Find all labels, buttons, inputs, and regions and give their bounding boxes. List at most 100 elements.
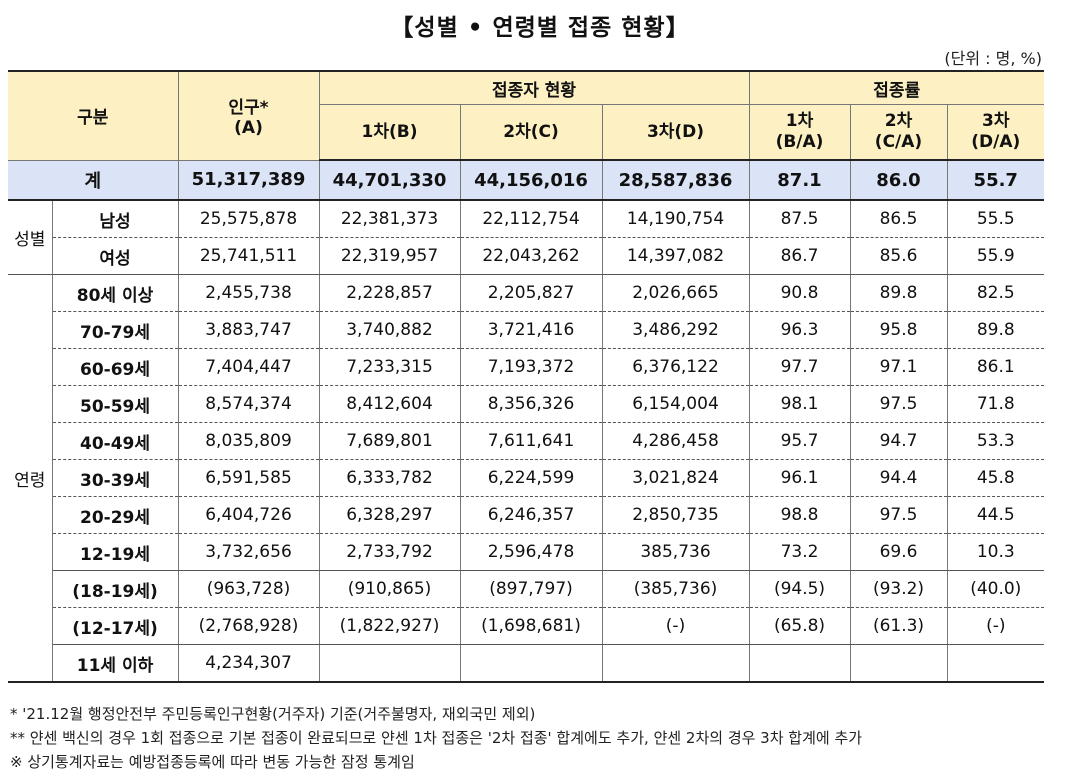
table-row: 성별 남성 25,575,878 22,381,373 22,112,754 1…	[8, 200, 1045, 275]
table-cell: 98.1	[748, 385, 851, 423]
table-row: 12-19세 3,732,656 2,733,792 2,596,478 385…	[8, 533, 1045, 571]
footnote: ※ 상기통계자료는 예방접종등록에 따라 변동 가능한 잠정 통계임	[10, 753, 415, 771]
header-rate3-label: 3차	[982, 111, 1010, 131]
table-cell: 97.5	[849, 496, 948, 534]
table-cell: 2,850,735	[601, 496, 750, 534]
header-rate3: 3차 (D/A)	[946, 104, 1045, 161]
header-rate1-sub: (B/A)	[775, 132, 824, 152]
table-cell: 53.3	[946, 422, 1045, 460]
table-cell: (1,822,927)	[318, 607, 461, 645]
table-cell: 55.9	[946, 237, 1045, 275]
table-cell	[459, 644, 603, 683]
header-dose1: 1차(B)	[318, 104, 461, 161]
table-cell: (1,698,681)	[459, 607, 603, 645]
header-rate-group: 접종률	[748, 70, 1045, 105]
table-cell: 6,154,004	[601, 385, 750, 423]
table-cell: 97.5	[849, 385, 948, 423]
group-label-age: 연령	[8, 274, 53, 683]
table-cell	[601, 644, 750, 683]
table-cell: 6,376,122	[601, 348, 750, 386]
table-cell: 3,732,656	[177, 533, 320, 571]
header-population: 인구* (A)	[177, 70, 320, 161]
table-cell: 7,193,372	[459, 348, 603, 386]
table-cell: 73.2	[748, 533, 851, 571]
group-label-gender: 성별	[8, 200, 53, 275]
table-cell: 3,883,747	[177, 311, 320, 349]
table-cell: 22,381,373	[318, 200, 461, 238]
table-cell: (65.8)	[748, 607, 851, 645]
table-cell: 6,591,585	[177, 459, 320, 497]
row-label: 40-49세	[51, 422, 179, 460]
table-row: 연령 80세 이상 2,455,738 2,228,857 2,205,827 …	[8, 274, 1045, 683]
table-cell: (-)	[946, 607, 1045, 645]
total-cell: 86.0	[849, 160, 948, 201]
header-dose3: 3차(D)	[601, 104, 750, 161]
table-cell: (40.0)	[946, 570, 1045, 608]
table-cell: 96.3	[748, 311, 851, 349]
table-cell: 3,721,416	[459, 311, 603, 349]
table-cell	[748, 644, 851, 683]
table-cell: 22,112,754	[459, 200, 603, 238]
table-cell: 94.7	[849, 422, 948, 460]
table-cell: (2,768,928)	[177, 607, 320, 645]
table-cell: 8,356,326	[459, 385, 603, 423]
total-cell: 44,156,016	[459, 160, 603, 201]
table-cell: 45.8	[946, 459, 1045, 497]
table-cell: 3,740,882	[318, 311, 461, 349]
table-row: 40-49세 8,035,809 7,689,801 7,611,641 4,2…	[8, 422, 1045, 460]
table-cell: 4,286,458	[601, 422, 750, 460]
row-label: 70-79세	[51, 311, 179, 349]
table-cell: 86.1	[946, 348, 1045, 386]
table-cell: 8,035,809	[177, 422, 320, 460]
header-rate2-label: 2차	[884, 111, 913, 131]
table-cell: 71.8	[946, 385, 1045, 423]
header-rate1-label: 1차	[785, 111, 814, 131]
table-cell: (910,865)	[318, 570, 461, 608]
table-row: 70-79세 3,883,747 3,740,882 3,721,416 3,4…	[8, 311, 1045, 349]
table-cell: 69.6	[849, 533, 948, 571]
row-label: 20-29세	[51, 496, 179, 534]
table-cell: 95.7	[748, 422, 851, 460]
table-cell: 2,733,792	[318, 533, 461, 571]
table-cell: 2,228,857	[318, 274, 461, 312]
table-cell: (897,797)	[459, 570, 603, 608]
table-cell: 7,611,641	[459, 422, 603, 460]
table-cell: (61.3)	[849, 607, 948, 645]
page-title: 【성별 • 연령별 접종 현황】	[390, 15, 690, 41]
header-rate2-sub: (C/A)	[874, 132, 923, 152]
table-cell: 7,233,315	[318, 348, 461, 386]
vaccination-table: 구분 인구* (A) 접종자 현황 접종률 1차(B) 2차(C) 3차(D) …	[8, 70, 1045, 683]
row-label: (18-19세)	[51, 570, 179, 608]
table-cell: 6,328,297	[318, 496, 461, 534]
header-rate2: 2차 (C/A)	[849, 104, 948, 161]
table-cell: 8,574,374	[177, 385, 320, 423]
table-cell	[849, 644, 948, 683]
table-cell: 97.1	[849, 348, 948, 386]
table-cell: 3,021,824	[601, 459, 750, 497]
header-population-sub: (A)	[234, 118, 263, 139]
table-cell: 2,026,665	[601, 274, 750, 312]
table-cell: 22,043,262	[459, 237, 603, 275]
row-label: 여성	[51, 237, 179, 275]
table-row: (12-17세) (2,768,928) (1,822,927) (1,698,…	[8, 607, 1045, 645]
table-cell: 10.3	[946, 533, 1045, 571]
table-cell: 4,234,307	[177, 644, 320, 683]
header-rate1: 1차 (B/A)	[748, 104, 851, 161]
header-population-label: 인구*	[228, 98, 269, 119]
table-cell: 6,246,357	[459, 496, 603, 534]
table-cell: 89.8	[849, 274, 948, 312]
table-cell: (385,736)	[601, 570, 750, 608]
table-cell: 6,404,726	[177, 496, 320, 534]
table-cell: 97.7	[748, 348, 851, 386]
row-label: 11세 이하	[51, 644, 179, 683]
table-cell	[946, 644, 1045, 683]
table-row: 여성 25,741,511 22,319,957 22,043,262 14,3…	[8, 237, 1045, 275]
table-cell: 2,205,827	[459, 274, 603, 312]
table-cell: 7,404,447	[177, 348, 320, 386]
total-cell: 55.7	[946, 160, 1045, 201]
row-label: 80세 이상	[51, 274, 179, 312]
table-cell	[318, 644, 461, 683]
table-cell: 85.6	[849, 237, 948, 275]
total-cell: 28,587,836	[601, 160, 750, 201]
total-cell: 51,317,389	[177, 160, 320, 201]
